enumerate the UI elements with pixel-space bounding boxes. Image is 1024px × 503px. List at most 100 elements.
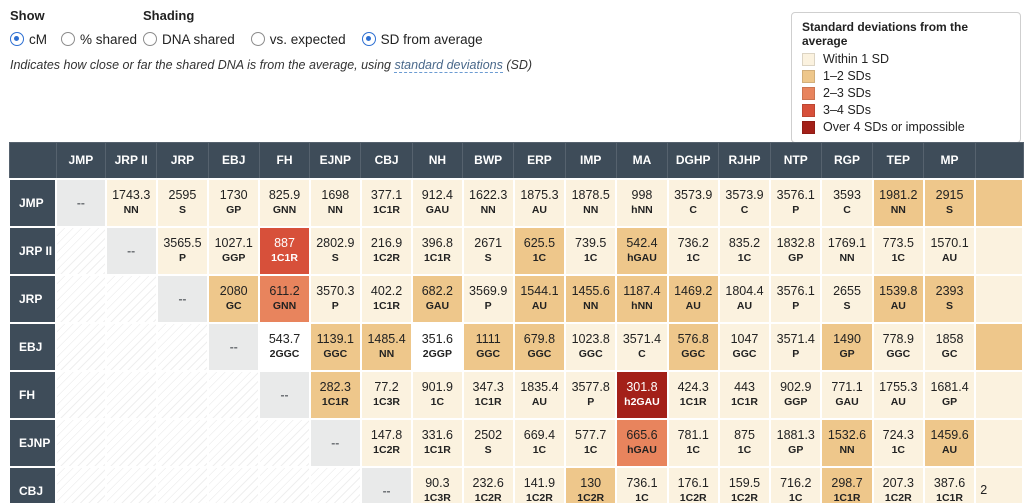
matrix-cell-jrp-imp[interactable]: 1455.6 NN: [564, 273, 618, 324]
matrix-cell-fh-erp[interactable]: 1835.4 AU: [512, 369, 567, 420]
matrix-cell-fh-dghp[interactable]: 424.3 1C1R: [666, 369, 720, 420]
matrix-cell-jrp-ii-ebj[interactable]: 1027.1 GGP: [207, 225, 261, 276]
matrix-cell-jmp-mp[interactable]: 2915 S: [922, 177, 977, 228]
matrix-cell-jmp-ebj[interactable]: 1730 GP: [207, 177, 261, 228]
matrix-cell-ebj-mp[interactable]: 1858 GC: [922, 321, 977, 372]
radio-option-shared[interactable]: % shared: [61, 30, 137, 48]
row-header-ejnp[interactable]: EJNP: [8, 417, 58, 468]
matrix-cell-ejnp-cbj[interactable]: 147.8 1C2R: [359, 417, 414, 468]
matrix-cell-jrp-ii-ejnp[interactable]: 2802.9 S: [308, 225, 362, 276]
matrix-cell-jmp-tep[interactable]: 1981.2 NN: [871, 177, 925, 228]
column-header-rgp[interactable]: RGP: [820, 142, 874, 180]
matrix-cell-fh-cbj[interactable]: 77.2 1C3R: [359, 369, 414, 420]
matrix-cell-ebj-ejnp[interactable]: 1139.1 GGC: [308, 321, 362, 372]
row-header-jrp[interactable]: JRP: [8, 273, 58, 324]
row-header-jmp[interactable]: JMP: [8, 177, 58, 228]
matrix-cell-cbj-rgp[interactable]: 298.7 1C1R: [820, 465, 874, 503]
radio-option-dna-shared[interactable]: DNA shared: [143, 30, 235, 48]
matrix-cell-fh-ejnp[interactable]: 282.3 1C1R: [308, 369, 362, 420]
matrix-cell-jrp-ii-ntp[interactable]: 1832.8 GP: [769, 225, 823, 276]
matrix-cell-jrp-ii-erp[interactable]: 625.5 1C: [512, 225, 567, 276]
matrix-cell-jrp-ii-rjhp[interactable]: 835.2 1C: [717, 225, 772, 276]
column-header-dghp[interactable]: DGHP: [667, 142, 720, 180]
column-header-ma[interactable]: MA: [615, 142, 669, 180]
matrix-cell-ebj-ntp[interactable]: 3571.4 P: [769, 321, 823, 372]
matrix-cell-ejnp-nh[interactable]: 331.6 1C1R: [411, 417, 464, 468]
matrix-cell-jmp-rjhp[interactable]: 3573.9 C: [717, 177, 772, 228]
matrix-cell-jrp-nh[interactable]: 682.2 GAU: [411, 273, 464, 324]
matrix-cell-ejnp-ntp[interactable]: 1881.3 GP: [769, 417, 823, 468]
matrix-cell-cbj-ntp[interactable]: 716.2 1C: [769, 465, 823, 503]
column-header-jmp[interactable]: JMP: [55, 142, 107, 180]
matrix-cell-cbj-imp[interactable]: 130 1C2R: [564, 465, 618, 503]
matrix-cell-ejnp-imp[interactable]: 577.7 1C: [564, 417, 618, 468]
matrix-cell-fh-mp[interactable]: 1681.4 GP: [922, 369, 977, 420]
matrix-cell-jrp-ii-cbj[interactable]: 216.9 1C2R: [359, 225, 414, 276]
matrix-cell-fh-ma[interactable]: 301.8 h2GAU: [615, 369, 669, 420]
matrix-cell-fh-bwp[interactable]: 347.3 1C1R: [461, 369, 515, 420]
matrix-cell-ebj-erp[interactable]: 679.8 GGC: [512, 321, 567, 372]
matrix-cell-cbj-tep[interactable]: 207.3 1C2R: [871, 465, 925, 503]
matrix-cell-jmp-fh[interactable]: 825.9 GNN: [258, 177, 311, 228]
matrix-cell-jrp-bwp[interactable]: 3569.9 P: [461, 273, 515, 324]
row-header-ebj[interactable]: EBJ: [8, 321, 58, 372]
matrix-cell-jrp-mp[interactable]: 2393 S: [922, 273, 977, 324]
matrix-cell-ejnp-mp[interactable]: 1459.6 AU: [922, 417, 977, 468]
matrix-cell-ebj-bwp[interactable]: 1111 GGC: [461, 321, 515, 372]
matrix-cell-ebj-cbj[interactable]: 1485.4 NN: [359, 321, 414, 372]
matrix-cell-cbj-rjhp[interactable]: 159.5 1C2R: [717, 465, 772, 503]
matrix-cell-jmp-cbj[interactable]: 377.1 1C1R: [359, 177, 414, 228]
matrix-cell-cbj-nh[interactable]: 90.3 1C3R: [411, 465, 464, 503]
column-header-imp[interactable]: IMP: [564, 142, 617, 180]
matrix-cell-ebj-rjhp[interactable]: 1047 GGC: [717, 321, 772, 372]
matrix-cell-ebj-ma[interactable]: 3571.4 C: [615, 321, 669, 372]
matrix-cell-ejnp-bwp[interactable]: 2502 S: [461, 417, 515, 468]
matrix-cell-jmp-ntp[interactable]: 3576.1 P: [769, 177, 823, 228]
matrix-cell-ejnp-ma[interactable]: 665.6 hGAU: [615, 417, 669, 468]
matrix-cell-jrp-ii-tep[interactable]: 773.5 1C: [871, 225, 925, 276]
column-header-jrp[interactable]: JRP: [156, 142, 209, 180]
matrix-cell-ebj-dghp[interactable]: 576.8 GGC: [666, 321, 720, 372]
matrix-cell-jmp-ejnp[interactable]: 1698 NN: [308, 177, 362, 228]
matrix-cell-ebj-imp[interactable]: 1023.8 GGC: [564, 321, 618, 372]
column-header-bwp[interactable]: BWP: [462, 142, 515, 180]
matrix-cell-jrp-ntp[interactable]: 3576.1 P: [769, 273, 823, 324]
matrix-cell-cbj-dghp[interactable]: 176.1 1C2R: [666, 465, 720, 503]
matrix-cell-jrp-rgp[interactable]: 2655 S: [820, 273, 874, 324]
matrix-cell-jrp-erp[interactable]: 1544.1 AU: [512, 273, 567, 324]
matrix-cell-jrp-ii-fh[interactable]: 887 1C1R: [258, 225, 311, 276]
matrix-cell-ebj-rgp[interactable]: 1490 GP: [820, 321, 874, 372]
matrix-cell-jrp-ejnp[interactable]: 3570.3 P: [308, 273, 362, 324]
matrix-cell-jrp-ii-dghp[interactable]: 736.2 1C: [666, 225, 720, 276]
matrix-cell-fh-nh[interactable]: 901.9 1C: [411, 369, 464, 420]
row-header-fh[interactable]: FH: [8, 369, 58, 420]
row-header-cbj[interactable]: CBJ: [8, 465, 58, 503]
radio-option-sd-from-average[interactable]: SD from average: [361, 30, 483, 48]
matrix-cell-jrp-ii-rgp[interactable]: 1769.1 NN: [820, 225, 874, 276]
matrix-cell-ejnp-erp[interactable]: 669.4 1C: [512, 417, 567, 468]
radio-option-cm[interactable]: cM: [10, 30, 47, 48]
column-header-ejnp[interactable]: EJNP: [309, 142, 362, 180]
matrix-cell-jrp-ii-ma[interactable]: 542.4 hGAU: [615, 225, 669, 276]
matrix-cell-jmp-jrp-ii[interactable]: 1743.3 NN: [104, 177, 158, 228]
matrix-cell-jrp-cbj[interactable]: 402.2 1C1R: [359, 273, 414, 324]
matrix-cell-jrp-ii-jrp[interactable]: 3565.5 P: [155, 225, 210, 276]
matrix-cell-jmp-bwp[interactable]: 1622.3 NN: [461, 177, 515, 228]
matrix-cell-jmp-erp[interactable]: 1875.3 AU: [512, 177, 567, 228]
column-header-nh[interactable]: NH: [411, 142, 464, 180]
matrix-cell-jrp-dghp[interactable]: 1469.2 AU: [666, 273, 720, 324]
matrix-cell-jmp-rgp[interactable]: 3593 C: [820, 177, 874, 228]
matrix-cell-jmp-dghp[interactable]: 3573.9 C: [666, 177, 720, 228]
matrix-cell-ebj-tep[interactable]: 778.9 GGC: [871, 321, 925, 372]
matrix-cell-cbj-ma[interactable]: 736.1 1C: [615, 465, 669, 503]
matrix-cell-jrp-ii-mp[interactable]: 1570.1 AU: [922, 225, 977, 276]
column-header-ebj[interactable]: EBJ: [207, 142, 260, 180]
matrix-cell-fh-imp[interactable]: 3577.8 P: [564, 369, 618, 420]
matrix-cell-jrp-ii-bwp[interactable]: 2671 S: [461, 225, 515, 276]
radio-option-vs-expected[interactable]: vs. expected: [250, 30, 346, 48]
matrix-cell-cbj-erp[interactable]: 141.9 1C2R: [512, 465, 567, 503]
matrix-cell-ejnp-rgp[interactable]: 1532.6 NN: [820, 417, 874, 468]
column-header-cbj[interactable]: CBJ: [360, 142, 413, 180]
column-header-ntp[interactable]: NTP: [769, 142, 822, 180]
matrix-cell-jrp-ebj[interactable]: 2080 GC: [207, 273, 261, 324]
